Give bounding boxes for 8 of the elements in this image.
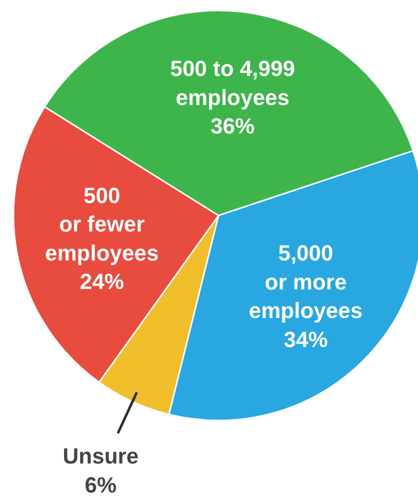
slice-label: 500 or fewer employees (45, 182, 159, 266)
slice-label: 5,000 or more employees (248, 240, 363, 324)
slice-label: Unsure (62, 444, 139, 469)
slice-label: 500 to 4,999 employees (170, 56, 295, 110)
data-label: 24% (80, 269, 124, 294)
data-label: 36% (210, 114, 255, 139)
data-label: 34% (284, 326, 328, 352)
data-label: 6% (84, 472, 117, 498)
